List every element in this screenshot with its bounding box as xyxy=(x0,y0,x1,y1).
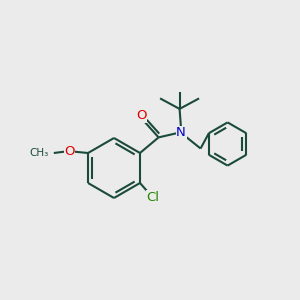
Text: O: O xyxy=(136,109,147,122)
Text: O: O xyxy=(64,145,75,158)
Text: CH₃: CH₃ xyxy=(29,148,48,158)
Text: Cl: Cl xyxy=(146,190,159,204)
Text: N: N xyxy=(176,126,186,140)
